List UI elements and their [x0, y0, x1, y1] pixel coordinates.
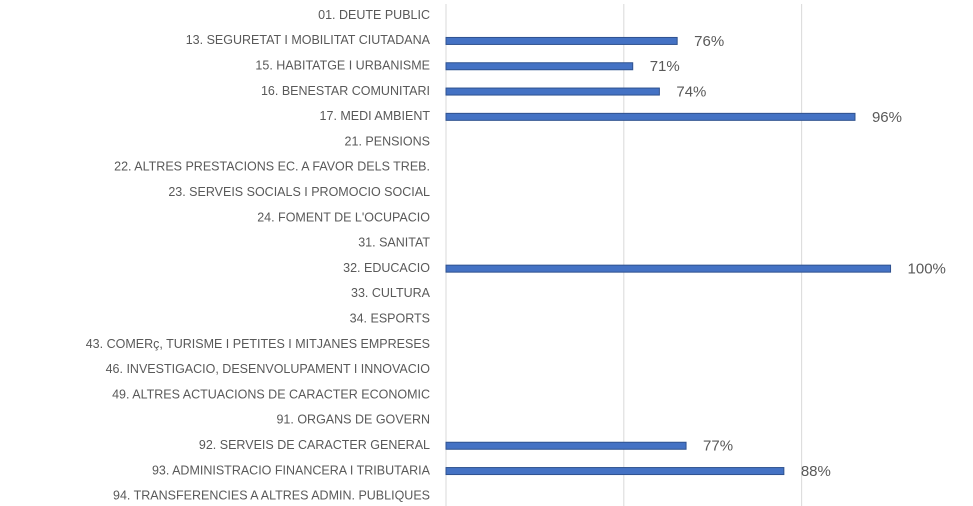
value-label: 74%	[676, 84, 706, 101]
category-label: 43. COMERç, TURISME I PETITES I MITJANES…	[86, 337, 430, 351]
bar	[445, 62, 634, 71]
category-label: 01. DEUTE PUBLIC	[318, 8, 430, 22]
value-label: 76%	[694, 33, 724, 50]
category-label: 21. PENSIONS	[345, 134, 430, 148]
bar	[445, 87, 660, 96]
value-label: 77%	[703, 438, 733, 455]
category-label: 22. ALTRES PRESTACIONS EC. A FAVOR DELS …	[114, 160, 430, 174]
bar	[445, 36, 678, 45]
value-label: 71%	[650, 58, 680, 75]
value-label: 88%	[801, 463, 831, 480]
category-label: 13. SEGURETAT I MOBILITAT CIUTADANA	[186, 33, 431, 47]
value-label: 96%	[872, 109, 902, 126]
bar	[445, 467, 785, 476]
category-label: 34. ESPORTS	[350, 312, 430, 326]
category-label: 32. EDUCACIO	[343, 261, 430, 275]
category-label: 49. ALTRES ACTUACIONS DE CARACTER ECONOM…	[112, 387, 430, 401]
category-label: 91. ORGANS DE GOVERN	[276, 413, 430, 427]
bar	[445, 441, 687, 450]
category-label: 93. ADMINISTRACIO FINANCERA I TRIBUTARIA	[152, 463, 431, 477]
category-label: 33. CULTURA	[351, 286, 431, 300]
category-label: 23. SERVEIS SOCIALS I PROMOCIO SOCIAL	[168, 185, 430, 199]
bar	[445, 264, 892, 273]
category-label: 31. SANITAT	[358, 236, 430, 250]
category-label: 15. HABITATGE I URBANISME	[255, 59, 430, 73]
bar	[445, 112, 856, 121]
category-label: 17. MEDI AMBIENT	[320, 109, 431, 123]
value-label: 100%	[908, 261, 946, 278]
category-label: 46. INVESTIGACIO, DESENVOLUPAMENT I INNO…	[106, 362, 431, 376]
category-label: 16. BENESTAR COMUNITARI	[261, 84, 430, 98]
category-label: 92. SERVEIS DE CARACTER GENERAL	[199, 438, 430, 452]
category-label: 24. FOMENT DE L'OCUPACIO	[257, 210, 430, 224]
category-label: 94. TRANSFERENCIES A ALTRES ADMIN. PUBLI…	[113, 489, 430, 503]
